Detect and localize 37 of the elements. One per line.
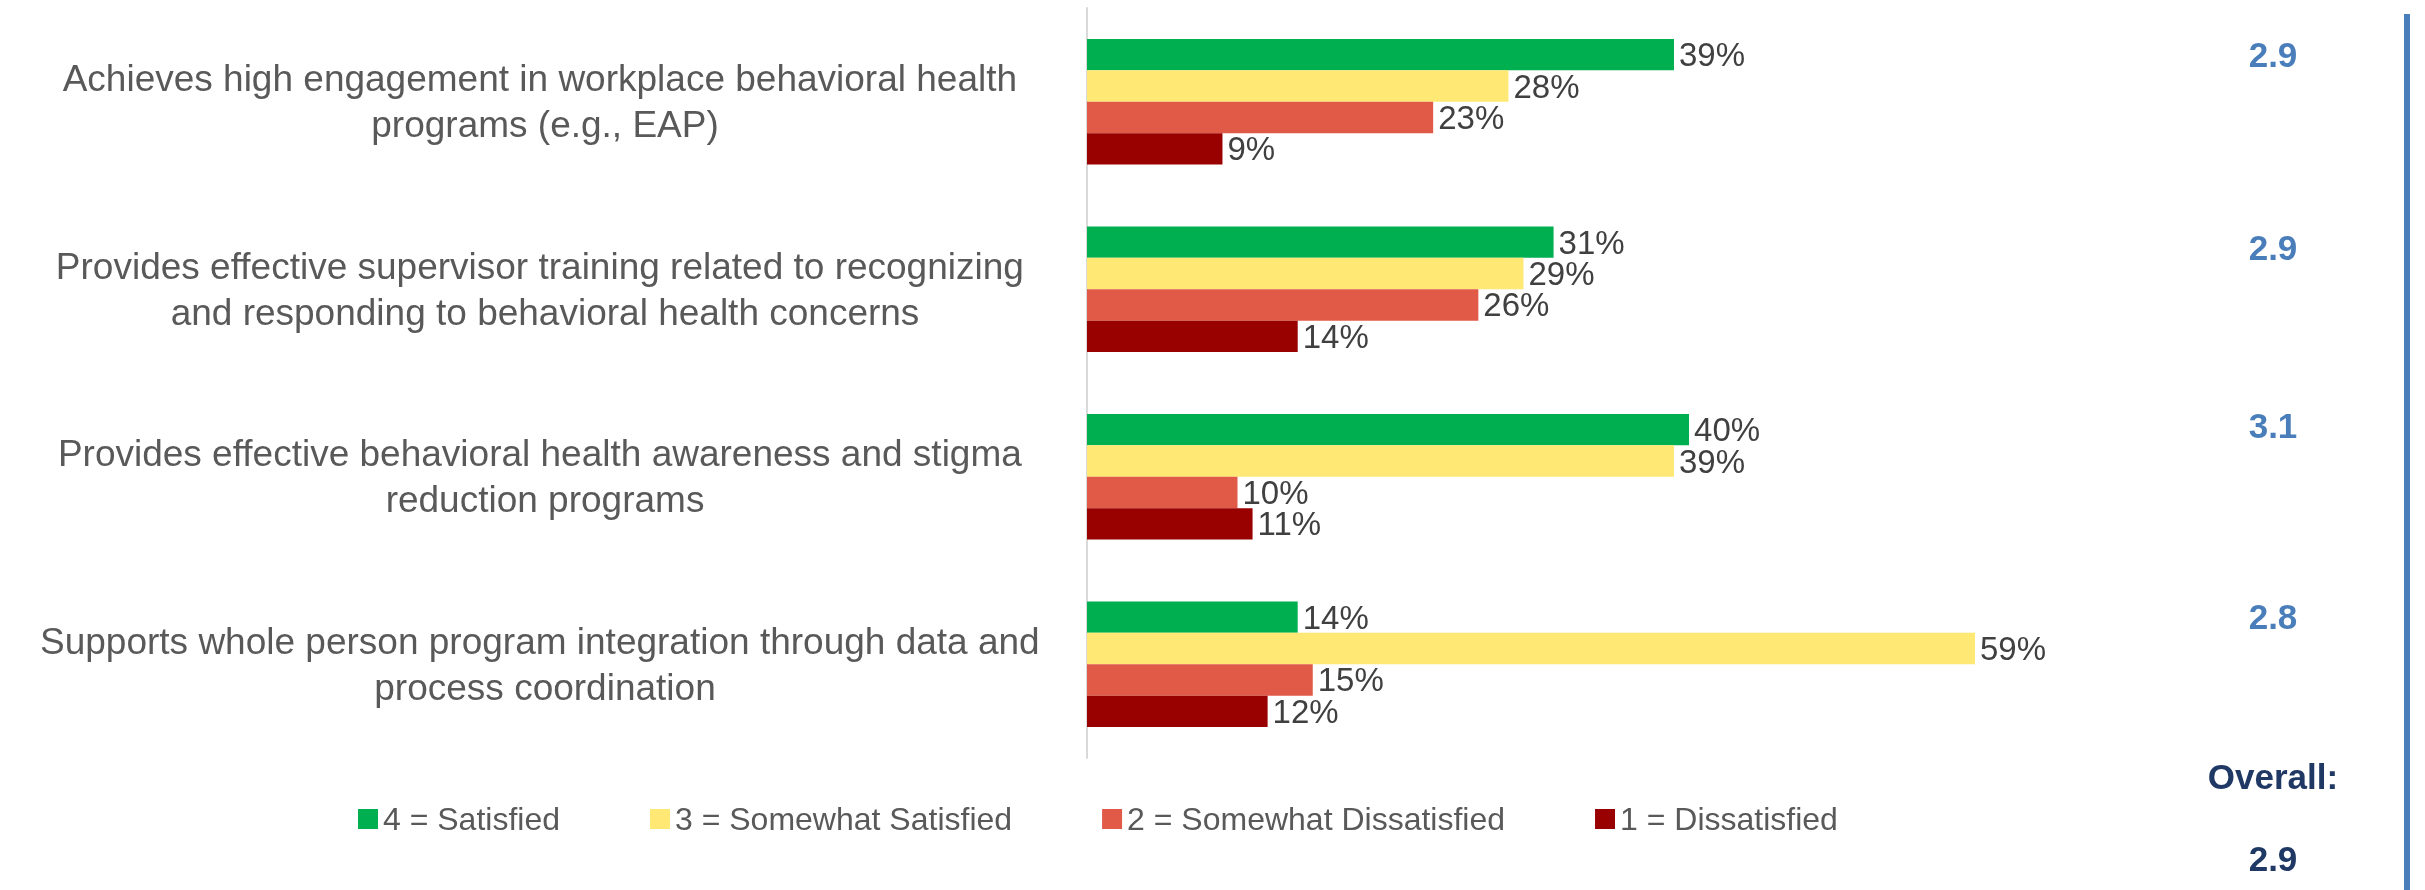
data-label: 23% [1438, 98, 1505, 136]
legend-label: 3 = Somewhat Satisfied [675, 801, 1013, 837]
bar [1087, 445, 1674, 477]
bar [1087, 133, 1223, 165]
bar [1087, 508, 1253, 540]
bar [1087, 601, 1298, 633]
bar [1087, 257, 1524, 290]
bar [1087, 695, 1268, 728]
text: 2.9 [2248, 34, 2298, 74]
bar [1087, 632, 1975, 665]
y-tick-label: Supports whole person program integration through data and process coordination [40, 620, 1050, 708]
bar [1087, 70, 1509, 102]
text: 2.8 [2248, 596, 2298, 636]
text: 2.9 [2248, 227, 2298, 267]
bar [1087, 289, 1479, 321]
data-label: 9% [1227, 130, 1276, 168]
data-label: 39% [1678, 36, 1746, 74]
text: 2.9 [2248, 838, 2298, 878]
data-label: 14% [1302, 317, 1369, 355]
bar [1087, 226, 1554, 258]
bar [1087, 664, 1313, 696]
data-label: 14% [1302, 598, 1369, 636]
y-tick-label: Provides effective supervisor training related to recognizing and responding to behavioral health concerns [55, 245, 1035, 333]
data-label: 28% [1513, 67, 1580, 105]
bar [1087, 476, 1238, 509]
bar [1087, 38, 1674, 71]
text: Overall: [2207, 756, 2339, 796]
bar [1087, 413, 1690, 446]
legend-label: 1 = Dissatisfied [1620, 801, 1838, 837]
legend-label: 4 = Satisfied [383, 801, 560, 837]
bar [1087, 320, 1298, 353]
text: 3.1 [2248, 405, 2298, 445]
data-label: 59% [1980, 630, 2047, 668]
bar [1087, 101, 1434, 134]
y-tick-label: Achieves high engagement in workplace behavioral health programs (e.g., EAP) [62, 58, 1028, 146]
legend-label: 2 = Somewhat Dissatisfied [1127, 801, 1506, 837]
y-tick-label: Provides effective behavioral health awareness and stigma reduction programs [57, 433, 1033, 521]
